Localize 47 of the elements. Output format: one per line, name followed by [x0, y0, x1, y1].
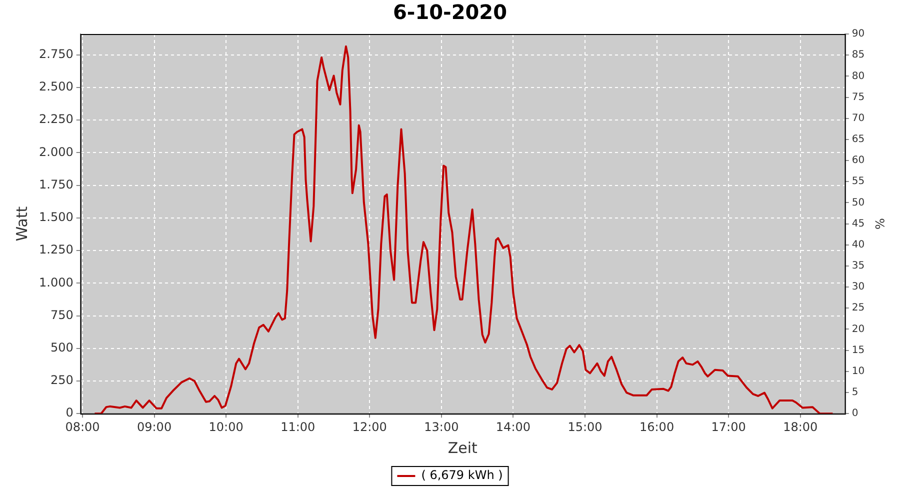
- y2-tick-label: 60: [852, 155, 865, 166]
- y-tick-label: 2.500: [38, 80, 74, 94]
- y2-tick-label: 90: [852, 28, 865, 40]
- x-tick-label: 16:00: [640, 420, 674, 434]
- x-tick-label: 11:00: [280, 420, 316, 434]
- y2-tick-label: 45: [852, 218, 865, 230]
- y2-tick-label: 85: [852, 50, 865, 61]
- y-tick-label: 2.250: [38, 112, 74, 126]
- y-tick-label: 750: [50, 308, 74, 322]
- y-tick-label: 500: [50, 340, 74, 354]
- y2-tick-label: 80: [852, 70, 865, 82]
- x-tick-label: 13:00: [424, 420, 459, 434]
- x-tick-label: 14:00: [496, 420, 531, 434]
- x-tick-label: 09:00: [136, 420, 172, 434]
- y2-tick-label: 30: [852, 282, 865, 293]
- x-tick-label: 08:00: [65, 420, 100, 434]
- x-tick-label: 18:00: [783, 420, 818, 434]
- y2-tick-label: 40: [852, 239, 865, 250]
- x-tick-label: 10:00: [208, 420, 244, 434]
- y-tick-label: 1.000: [38, 275, 74, 290]
- y-axis-title: Watt: [12, 206, 31, 242]
- chart-title: 6-10-2020: [392, 0, 508, 24]
- y2-tick-label: 5: [852, 387, 858, 398]
- y2-tick-label: 70: [852, 112, 865, 124]
- x-tick-label: 15:00: [568, 420, 602, 434]
- x-axis-title: Zeit: [448, 438, 478, 457]
- y2-axis-title: %: [872, 218, 887, 230]
- y-tick-label: 1.500: [38, 210, 74, 224]
- y-tick-label: 250: [50, 373, 74, 388]
- y2-tick-label: 65: [852, 134, 865, 146]
- y2-tick-label: 10: [852, 366, 865, 378]
- y2-tick-label: 55: [852, 176, 865, 188]
- y2-tick-label: 20: [852, 324, 865, 335]
- y-tick-label: 2.000: [38, 144, 74, 159]
- y2-tick-label: 75: [852, 92, 865, 103]
- y-tick-label: 0: [66, 406, 74, 420]
- y2-tick-label: 50: [852, 197, 865, 208]
- y2-tick-label: 0: [852, 408, 858, 420]
- y-tick-label: 1.750: [38, 177, 74, 192]
- y2-tick-label: 15: [852, 344, 865, 356]
- y2-tick-label: 35: [852, 260, 865, 272]
- x-tick-label: 12:00: [352, 420, 387, 434]
- y2-tick-label: 25: [852, 302, 865, 314]
- x-tick-label: 17:00: [711, 420, 746, 434]
- legend-label: ( 6,679 kWh ): [421, 468, 503, 482]
- y-tick-label: 2.750: [38, 46, 74, 61]
- y-tick-label: 1.250: [38, 242, 74, 257]
